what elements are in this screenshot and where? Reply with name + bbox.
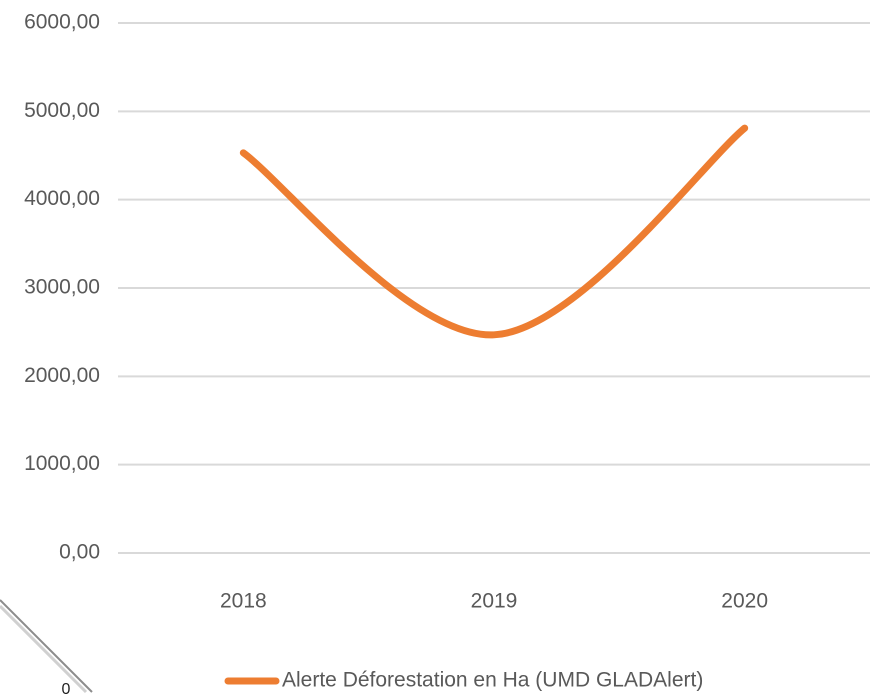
corner-label: 0 xyxy=(62,681,71,698)
y-tick-label: 6000,00 xyxy=(24,11,100,34)
page-curl-shadow xyxy=(0,604,88,694)
y-tick-label: 1000,00 xyxy=(24,452,100,475)
y-tick-label: 5000,00 xyxy=(24,99,100,122)
x-tick-label: 2020 xyxy=(721,590,768,613)
line xyxy=(239,124,749,339)
legend-label: Alerte Déforestation en Ha (UMD GLADAler… xyxy=(282,669,703,692)
y-tick-label: 4000,00 xyxy=(24,187,100,210)
page-curl xyxy=(0,599,93,693)
x-tick-label: 2018 xyxy=(220,590,267,613)
y-tick-label: 0,00 xyxy=(59,541,100,564)
x-tick-label: 2019 xyxy=(471,590,518,613)
y-tick-label: 2000,00 xyxy=(24,364,100,387)
y-tick-label: 3000,00 xyxy=(24,276,100,299)
